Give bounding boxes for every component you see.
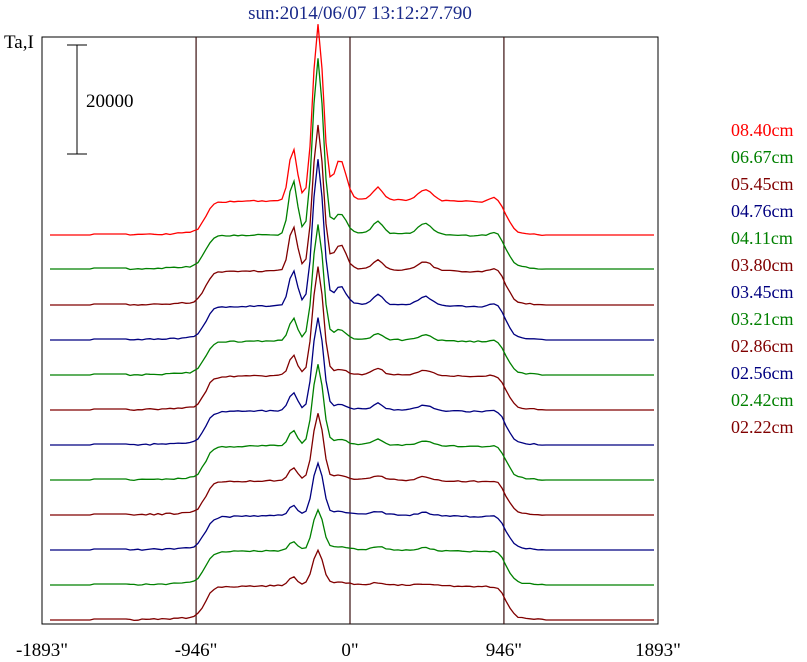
- legend-entry: 02.56cm: [731, 363, 794, 383]
- series-line: [50, 58, 654, 271]
- legend: 08.40cm 06.67cm 05.45cm 04.76cm 04.11cm 03.80…: [731, 120, 794, 437]
- series-line: [50, 159, 654, 341]
- x-tick-label: 1893": [635, 640, 681, 661]
- series-layer: [50, 24, 654, 622]
- scale-bar-label: 20000: [86, 91, 134, 112]
- legend-entry: 03.45cm: [731, 282, 794, 302]
- x-tick-label: -946": [175, 640, 218, 661]
- x-tick-labels: -1893" -946" 0" 946" 1893": [16, 640, 681, 661]
- y-axis-label: Ta,I: [4, 32, 34, 53]
- series-line: [50, 508, 654, 586]
- chart-title: sun:2014/06/07 13:12:27.790: [248, 3, 472, 24]
- series-line: [50, 124, 654, 306]
- x-tick-label: 946": [486, 640, 522, 661]
- series-line: [50, 317, 654, 446]
- legend-entry: 02.86cm: [731, 336, 794, 356]
- series-line: [50, 266, 654, 411]
- legend-entry: 04.76cm: [731, 201, 794, 221]
- legend-entry: 03.21cm: [731, 309, 794, 329]
- legend-entry: 04.11cm: [731, 228, 793, 248]
- vertical-markers: [195, 37, 505, 624]
- legend-entry: 08.40cm: [731, 120, 794, 140]
- series-line: [50, 24, 654, 237]
- series-line: [50, 461, 654, 551]
- legend-entry: 02.42cm: [731, 390, 794, 410]
- legend-entry: 06.67cm: [731, 147, 794, 167]
- x-tick-label: -1893": [16, 640, 68, 661]
- series-line: [50, 413, 654, 516]
- legend-entry: 03.80cm: [731, 255, 794, 275]
- series-line: [50, 548, 654, 622]
- scale-bar: 20000: [67, 44, 134, 155]
- x-tick-label: 0": [341, 640, 358, 661]
- legend-entry: 05.45cm: [731, 174, 794, 194]
- series-line: [50, 224, 654, 377]
- series-line: [50, 364, 654, 482]
- legend-entry: 02.22cm: [731, 417, 794, 437]
